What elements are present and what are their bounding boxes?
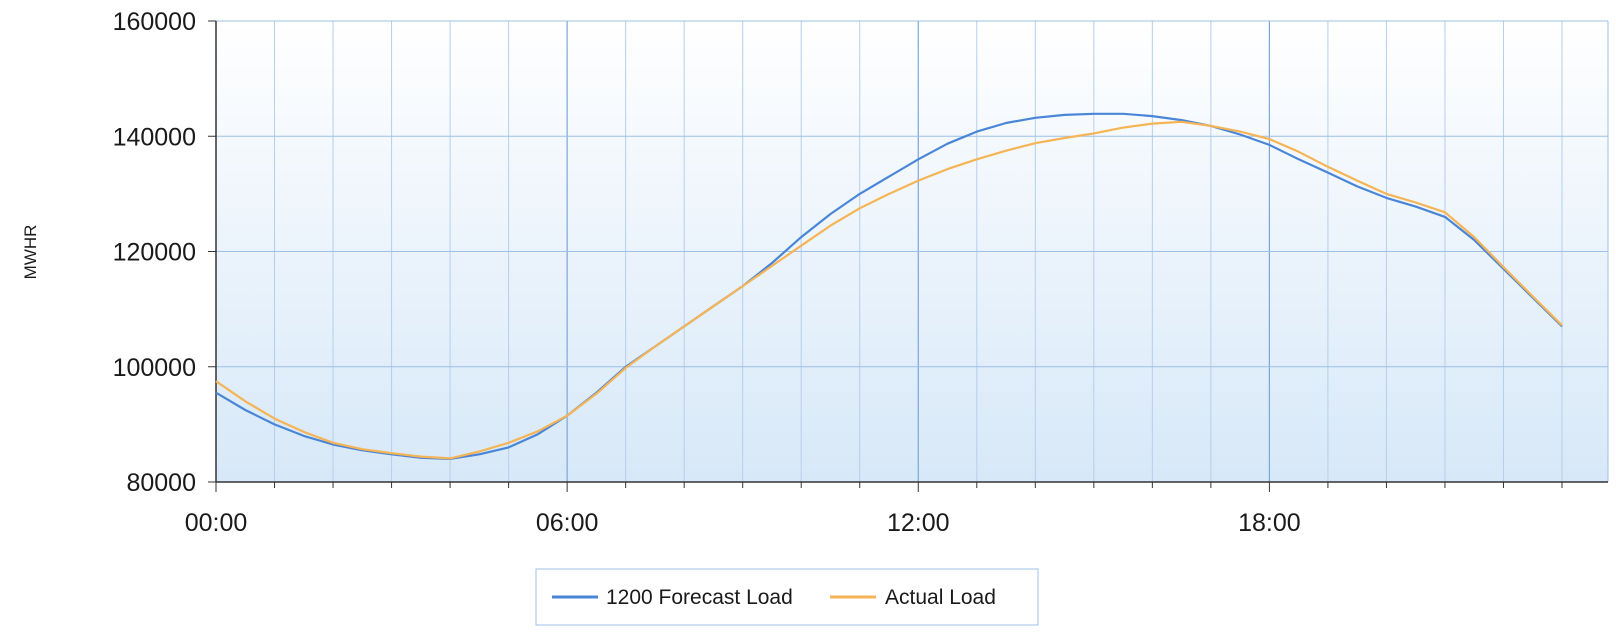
- series-line-actual-load: [215, 120, 1563, 460]
- legend: 1200 Forecast Load Actual Load: [535, 568, 1039, 626]
- y-tick-label: 80000: [126, 469, 196, 497]
- y-tick-label: 140000: [113, 123, 196, 151]
- legend-label-forecast: 1200 Forecast Load: [606, 586, 793, 609]
- legend-label-actual: Actual Load: [885, 586, 996, 609]
- legend-box: [535, 568, 1039, 626]
- axes: [208, 20, 1609, 492]
- x-tick-label: 12:00: [887, 509, 950, 537]
- series-lines: [215, 112, 1563, 460]
- y-tick-label: 100000: [113, 354, 196, 382]
- x-tick-label: 00:00: [185, 509, 248, 537]
- tick-labels: 00:00 06:00 12:00 18:00 80000 100000 120000 140…: [113, 8, 1301, 537]
- y-tick-label: 160000: [113, 8, 196, 36]
- x-tick-label: 06:00: [536, 509, 599, 537]
- major-gridlines: [216, 21, 1608, 482]
- y-axis-title: MWHR: [21, 225, 40, 280]
- x-tick-label: 18:00: [1238, 509, 1301, 537]
- y-tick-label: 120000: [113, 239, 196, 267]
